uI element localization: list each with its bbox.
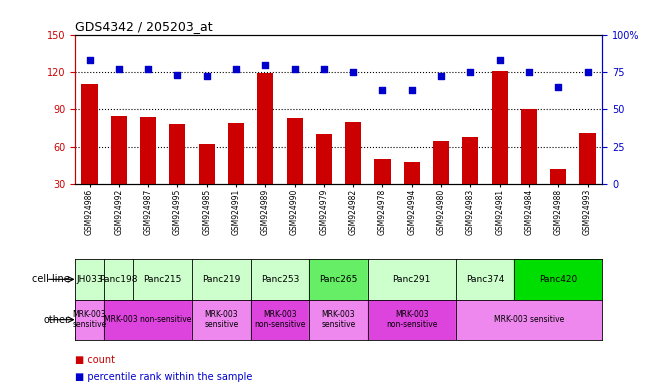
Point bbox=[114, 66, 124, 72]
Bar bbox=[316, 134, 332, 184]
Bar bbox=[199, 144, 215, 184]
Bar bbox=[309, 259, 368, 300]
Bar bbox=[368, 259, 456, 300]
Bar bbox=[309, 300, 368, 340]
Bar bbox=[192, 300, 251, 340]
Text: Panc219: Panc219 bbox=[202, 275, 240, 284]
Point bbox=[553, 84, 564, 90]
Point bbox=[436, 73, 447, 79]
Bar bbox=[257, 73, 273, 184]
Point bbox=[85, 57, 95, 63]
Point bbox=[583, 69, 593, 75]
Bar bbox=[104, 300, 192, 340]
Text: Panc253: Panc253 bbox=[261, 275, 299, 284]
Bar bbox=[75, 259, 104, 300]
Bar bbox=[111, 116, 127, 184]
Point bbox=[523, 69, 534, 75]
Text: JH033: JH033 bbox=[76, 275, 103, 284]
Text: Panc291: Panc291 bbox=[393, 275, 431, 284]
Bar bbox=[433, 141, 449, 184]
Point bbox=[495, 57, 505, 63]
Bar bbox=[374, 159, 391, 184]
Text: Panc265: Panc265 bbox=[320, 275, 357, 284]
Text: MRK-003
sensitive: MRK-003 sensitive bbox=[72, 310, 107, 329]
Bar bbox=[492, 71, 508, 184]
Bar bbox=[286, 118, 303, 184]
Bar bbox=[579, 133, 596, 184]
Text: GDS4342 / 205203_at: GDS4342 / 205203_at bbox=[75, 20, 212, 33]
Text: cell line: cell line bbox=[32, 274, 70, 285]
Bar bbox=[462, 137, 478, 184]
Bar bbox=[133, 259, 192, 300]
Bar bbox=[104, 259, 133, 300]
Point bbox=[260, 61, 271, 68]
Point bbox=[465, 69, 476, 75]
Point bbox=[406, 87, 417, 93]
Text: Panc420: Panc420 bbox=[539, 275, 577, 284]
Bar bbox=[169, 124, 186, 184]
Text: ■ percentile rank within the sample: ■ percentile rank within the sample bbox=[75, 372, 252, 382]
Bar bbox=[456, 300, 602, 340]
Point bbox=[202, 73, 212, 79]
Bar bbox=[404, 162, 420, 184]
Text: ■ count: ■ count bbox=[75, 355, 115, 365]
Bar bbox=[228, 123, 244, 184]
Text: MRK-003
sensitive: MRK-003 sensitive bbox=[322, 310, 355, 329]
Text: MRK-003
sensitive: MRK-003 sensitive bbox=[204, 310, 238, 329]
Bar bbox=[81, 84, 98, 184]
Bar bbox=[75, 300, 104, 340]
Text: Panc374: Panc374 bbox=[466, 275, 504, 284]
Point bbox=[348, 69, 358, 75]
Text: other: other bbox=[44, 314, 70, 325]
Bar bbox=[140, 117, 156, 184]
Point bbox=[143, 66, 154, 72]
Bar bbox=[456, 259, 514, 300]
Bar bbox=[514, 259, 602, 300]
Bar bbox=[550, 169, 566, 184]
Text: MRK-003
non-sensitive: MRK-003 non-sensitive bbox=[386, 310, 437, 329]
Text: Panc215: Panc215 bbox=[144, 275, 182, 284]
Bar bbox=[368, 300, 456, 340]
Bar bbox=[251, 259, 309, 300]
Bar bbox=[251, 300, 309, 340]
Point bbox=[319, 66, 329, 72]
Text: MRK-003
non-sensitive: MRK-003 non-sensitive bbox=[255, 310, 305, 329]
Bar bbox=[521, 109, 537, 184]
Point bbox=[231, 66, 242, 72]
Point bbox=[378, 87, 388, 93]
Point bbox=[173, 72, 183, 78]
Text: Panc198: Panc198 bbox=[100, 275, 138, 284]
Text: MRK-003 non-sensitive: MRK-003 non-sensitive bbox=[104, 315, 192, 324]
Bar bbox=[345, 122, 361, 184]
Text: MRK-003 sensitive: MRK-003 sensitive bbox=[494, 315, 564, 324]
Point bbox=[289, 66, 299, 72]
Bar bbox=[192, 259, 251, 300]
